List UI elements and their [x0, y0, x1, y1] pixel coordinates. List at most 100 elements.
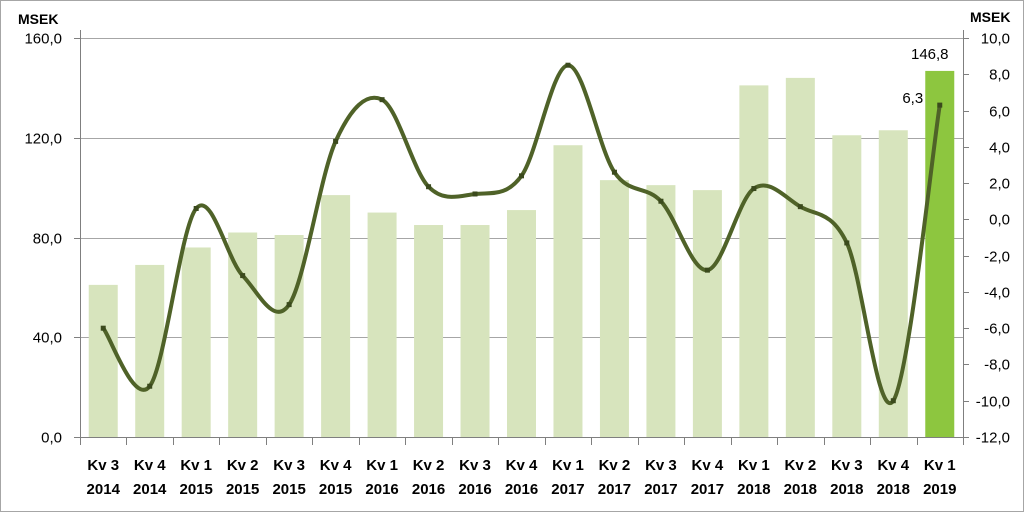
line-point — [797, 204, 803, 210]
left-tick-label: 0,0 — [41, 430, 62, 447]
x-tick-label: Kv 3 — [831, 457, 863, 474]
right-tick-label: 2,0 — [989, 176, 1010, 193]
bar-series — [88, 70, 955, 438]
line-point — [565, 62, 571, 68]
x-tick-label: Kv 3 — [87, 457, 119, 474]
line-point — [751, 186, 757, 192]
line-point — [844, 240, 850, 246]
line-point — [286, 302, 292, 308]
x-tick-label: Kv 2 — [599, 457, 631, 474]
x-tick-label: Kv 4 — [134, 457, 166, 474]
line-point — [333, 138, 339, 144]
right-tick-label: -2,0 — [984, 249, 1010, 266]
line-point — [937, 102, 943, 108]
right-tick-label: -10,0 — [976, 394, 1010, 411]
line-point — [426, 184, 432, 190]
x-tick-label: Kv 2 — [413, 457, 445, 474]
line-point — [658, 198, 664, 204]
x-tick-label-year: 2016 — [365, 481, 398, 498]
line-point — [379, 97, 385, 103]
x-tick-label-year: 2014 — [87, 481, 121, 498]
x-tick-label-year: 2018 — [737, 481, 770, 498]
right-tick-label: -12,0 — [976, 430, 1010, 447]
x-tick-label: Kv 1 — [552, 457, 584, 474]
x-tick-label-year: 2016 — [412, 481, 445, 498]
bar — [321, 195, 351, 437]
line-point — [704, 267, 710, 273]
x-tick-label: Kv 3 — [459, 457, 491, 474]
bar — [181, 247, 211, 437]
x-tick-label-year: 2017 — [551, 481, 584, 498]
x-tick-label: Kv 3 — [273, 457, 305, 474]
x-tick-label-year: 2014 — [133, 481, 167, 498]
bar — [553, 145, 583, 437]
bar-data-label: 146,8 — [911, 46, 949, 63]
bar — [599, 180, 629, 438]
labels: MSEK MSEK 0,0 40,0 80,0 120,0 160,0 Kv 3 2014 K… — [18, 9, 1010, 498]
x-tick-label-year: 2015 — [272, 481, 305, 498]
x-tick-label: Kv 1 — [366, 457, 398, 474]
line-point — [240, 273, 246, 279]
x-tick-label-year: 2019 — [923, 481, 956, 498]
x-tick-label-year: 2015 — [226, 481, 259, 498]
left-tick-label: 40,0 — [33, 330, 62, 347]
line-series — [100, 62, 943, 406]
bar — [414, 225, 444, 437]
left-tick-label: 160,0 — [24, 31, 62, 48]
x-tick-label: Kv 1 — [924, 457, 956, 474]
x-tick-label-year: 2016 — [458, 481, 491, 498]
line-data-label: 6,3 — [902, 90, 923, 107]
x-tick-label: Kv 3 — [645, 457, 677, 474]
line-point — [611, 169, 617, 175]
x-tick-label: Kv 2 — [227, 457, 259, 474]
bar — [785, 77, 815, 438]
bar — [878, 130, 908, 438]
x-tick-label: Kv 1 — [180, 457, 212, 474]
bar — [692, 190, 722, 437]
line-series-path — [101, 63, 942, 406]
right-tick-label: 10,0 — [981, 31, 1010, 48]
bar — [88, 284, 118, 437]
x-tick-label: Kv 4 — [506, 457, 538, 474]
right-tick-label: 8,0 — [989, 67, 1010, 84]
x-tick-label-year: 2018 — [830, 481, 863, 498]
x-tick-label: Kv 4 — [692, 457, 724, 474]
x-tick-label-year: 2017 — [691, 481, 724, 498]
bar — [460, 225, 490, 437]
bar — [135, 264, 165, 437]
bar — [832, 135, 862, 437]
line-point — [100, 325, 106, 331]
right-tick-label: 4,0 — [989, 140, 1010, 157]
x-tick-label: Kv 2 — [784, 457, 816, 474]
x-tick-label-year: 2018 — [877, 481, 910, 498]
bar — [228, 232, 258, 437]
axes — [74, 30, 969, 445]
right-tick-label: 0,0 — [989, 212, 1010, 229]
x-tick-label: Kv 4 — [320, 457, 352, 474]
line-point — [890, 398, 896, 404]
x-tick-label-year: 2017 — [598, 481, 631, 498]
bar — [739, 85, 769, 437]
left-tick-label: 80,0 — [33, 231, 62, 248]
bar — [925, 70, 955, 437]
line-point — [147, 383, 153, 389]
right-tick-label: -8,0 — [984, 357, 1010, 374]
x-tick-label: Kv 1 — [738, 457, 770, 474]
x-tick-label: Kv 4 — [877, 457, 909, 474]
right-axis-unit: MSEK — [970, 9, 1010, 25]
x-tick-label-year: 2015 — [319, 481, 352, 498]
x-tick-label-year: 2015 — [179, 481, 212, 498]
line-point — [193, 205, 199, 211]
bar — [507, 210, 536, 437]
right-tick-label: 6,0 — [989, 104, 1010, 121]
bar — [646, 185, 676, 437]
left-axis-unit: MSEK — [18, 11, 58, 27]
right-tick-label: -4,0 — [984, 285, 1010, 302]
line-point — [472, 191, 478, 197]
x-tick-label-year: 2018 — [784, 481, 817, 498]
left-tick-label: 120,0 — [24, 131, 62, 148]
right-tick-label: -6,0 — [984, 321, 1010, 338]
bar — [274, 235, 304, 437]
